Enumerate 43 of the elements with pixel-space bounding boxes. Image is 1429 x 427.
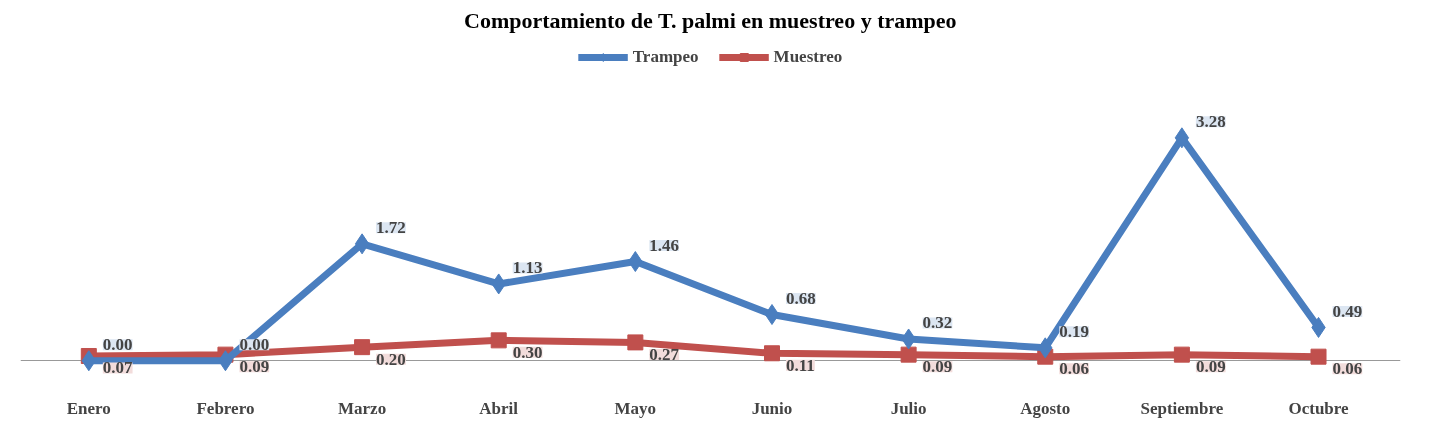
data-label: 0.19	[1059, 322, 1089, 342]
x-tick-label: Febrero	[196, 398, 255, 418]
point	[627, 334, 644, 351]
x-tick-label: Abril	[479, 398, 519, 418]
data-label: 0.00	[102, 335, 133, 355]
data-label: 1.13	[512, 258, 543, 278]
data-label: 0.30	[512, 342, 543, 362]
data-label: 3.28	[1195, 112, 1226, 132]
data-label: 1.46	[649, 236, 680, 256]
x-tick-label: Junio	[751, 398, 793, 418]
data-label: 0.68	[785, 289, 816, 309]
point	[900, 346, 917, 363]
data-label: 0.06	[1059, 359, 1089, 379]
x-tick-label: Julio	[890, 398, 927, 418]
x-tick-label: Mayo	[614, 398, 657, 418]
point	[1174, 127, 1190, 149]
point	[490, 332, 507, 349]
legend-label: Trampeo	[632, 47, 699, 67]
data-label: 0.27	[649, 344, 680, 364]
data-label: 0.09	[1195, 357, 1226, 377]
point	[764, 304, 780, 326]
x-tick-label: Enero	[66, 398, 111, 418]
point	[354, 339, 371, 356]
chart-title: Comportamiento de T. palmi en muestreo y trampeo	[464, 7, 957, 33]
data-label: 0.32	[922, 313, 953, 333]
data-label: 0.09	[239, 357, 270, 377]
data-label: 0.11	[785, 355, 815, 375]
legend-label: Muestreo	[773, 47, 843, 67]
point	[1310, 348, 1327, 365]
data-label: 0.20	[376, 349, 406, 369]
point	[354, 233, 370, 255]
data-label: 0.09	[922, 357, 953, 377]
data-label: 0.49	[1332, 301, 1363, 321]
data-label: 0.06	[1332, 359, 1363, 379]
x-tick-label: Octubre	[1288, 398, 1350, 418]
point	[1173, 346, 1190, 363]
data-label: 0.07	[102, 358, 134, 378]
data-label: 0.00	[239, 335, 270, 355]
x-tick-label: Marzo	[338, 398, 387, 418]
data-label: 1.72	[376, 218, 406, 238]
x-tick-label: Septiembre	[1140, 398, 1224, 418]
x-tick-label: Agosto	[1020, 398, 1071, 418]
point	[763, 345, 780, 362]
